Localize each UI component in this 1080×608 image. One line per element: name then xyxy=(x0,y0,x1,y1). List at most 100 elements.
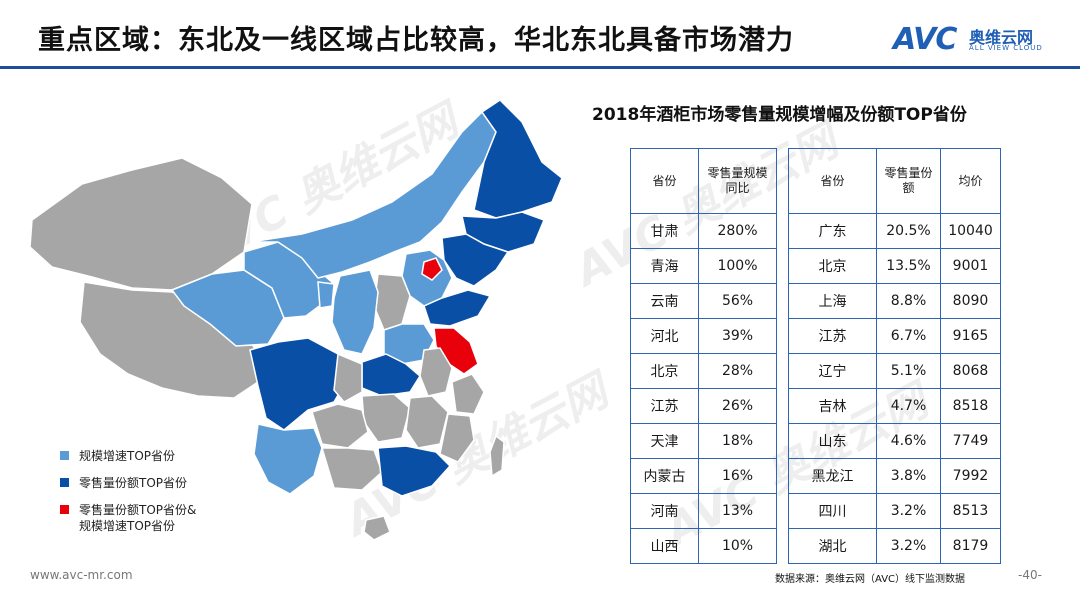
table-row: 江苏 6.7% 9165 xyxy=(788,318,1001,354)
province-cell: 山西 xyxy=(630,528,699,564)
map-region-ningxia xyxy=(317,281,335,309)
table-row: 湖北 3.2% 8179 xyxy=(788,528,1001,564)
table-row: 甘肃 280% xyxy=(630,213,777,249)
column-header-share-line1: 零售量份 xyxy=(884,166,933,180)
table-row: 辽宁 5.1% 8068 xyxy=(788,353,1001,389)
province-cell: 甘肃 xyxy=(630,213,699,249)
table-row: 四川 3.2% 8513 xyxy=(788,493,1001,529)
province-cell: 青海 xyxy=(630,248,699,284)
table-title: 2018年酒柜市场零售量规模增幅及份额TOP省份 xyxy=(592,105,967,125)
table-row: 山西 10% xyxy=(630,528,777,564)
table-row: 吉林 4.7% 8518 xyxy=(788,388,1001,424)
share-cell: 5.1% xyxy=(876,353,941,389)
table-header-row: 省份 零售量规模 同比 xyxy=(630,148,777,214)
province-cell: 黑龙江 xyxy=(788,458,877,494)
column-header-share: 零售量份 额 xyxy=(876,148,941,214)
province-cell: 河南 xyxy=(630,493,699,529)
province-cell: 湖北 xyxy=(788,528,877,564)
share-cell: 13.5% xyxy=(876,248,941,284)
province-cell: 内蒙古 xyxy=(630,458,699,494)
legend-label: 规模增速TOP省份 xyxy=(79,449,176,463)
share-cell: 4.6% xyxy=(876,423,941,459)
province-cell: 天津 xyxy=(630,423,699,459)
table-row: 广东 20.5% 10040 xyxy=(788,213,1001,249)
growth-cell: 10% xyxy=(698,528,777,564)
map-legend: 规模增速TOP省份 零售量份额TOP省份 零售量份额TOP省份& 规模增速TOP… xyxy=(60,448,196,545)
china-map xyxy=(29,99,562,541)
share-cell: 6.7% xyxy=(876,318,941,354)
price-cell: 8179 xyxy=(940,528,1001,564)
footer-website: www.avc-mr.com xyxy=(30,568,133,582)
column-header-growth-line1: 零售量规模 xyxy=(707,166,768,180)
map-region-shanxi xyxy=(373,273,411,331)
title-divider xyxy=(0,66,1080,69)
table-row: 黑龙江 3.8% 7992 xyxy=(788,458,1001,494)
map-region-guangdong xyxy=(377,445,452,497)
table-row: 河南 13% xyxy=(630,493,777,529)
province-cell: 江苏 xyxy=(788,318,877,354)
price-cell: 8068 xyxy=(940,353,1001,389)
logo-english-name: ALL VIEW CLOUD xyxy=(969,44,1043,52)
province-cell: 北京 xyxy=(788,248,877,284)
page-number: -40- xyxy=(1018,568,1042,582)
footer-source: 数据来源：奥维云网（AVC）线下监测数据 xyxy=(775,574,966,585)
province-cell: 江苏 xyxy=(630,388,699,424)
column-header-growth: 零售量规模 同比 xyxy=(698,148,777,214)
logo-chinese-name: 奥维云网 xyxy=(969,28,1034,47)
legend-label-line2: 规模增速TOP省份 xyxy=(79,519,176,533)
map-region-hunan xyxy=(361,393,411,443)
growth-cell: 56% xyxy=(698,283,777,319)
province-cell: 北京 xyxy=(630,353,699,389)
map-region-liaoning xyxy=(441,233,510,287)
column-header-province: 省份 xyxy=(788,148,877,214)
map-region-beijing xyxy=(421,257,443,281)
column-header-share-line2: 额 xyxy=(902,181,915,195)
price-cell: 10040 xyxy=(940,213,1001,249)
table-row: 北京 13.5% 9001 xyxy=(788,248,1001,284)
share-cell: 3.8% xyxy=(876,458,941,494)
growth-cell: 26% xyxy=(698,388,777,424)
map-region-shandong xyxy=(423,289,492,327)
legend-label: 零售量份额TOP省份 xyxy=(79,476,188,490)
map-region-taiwan xyxy=(489,434,505,478)
legend-item-share: 零售量份额TOP省份 xyxy=(60,475,196,491)
map-region-guangxi xyxy=(320,447,383,491)
share-cell: 8.8% xyxy=(876,283,941,319)
share-cell: 4.7% xyxy=(876,388,941,424)
legend-label-line1: 零售量份额TOP省份& xyxy=(79,503,197,517)
map-region-hainan xyxy=(363,515,391,541)
province-cell: 山东 xyxy=(788,423,877,459)
price-cell: 8090 xyxy=(940,283,1001,319)
province-cell: 吉林 xyxy=(788,388,877,424)
province-cell: 广东 xyxy=(788,213,877,249)
logo-mark: AVC xyxy=(893,22,957,57)
price-cell: 7749 xyxy=(940,423,1001,459)
map-region-sichuan xyxy=(249,337,349,431)
column-header-growth-line2: 同比 xyxy=(725,181,750,195)
province-cell: 辽宁 xyxy=(788,353,877,389)
table-row: 江苏 26% xyxy=(630,388,777,424)
column-header-avg-price: 均价 xyxy=(940,148,1001,214)
table-row: 河北 39% xyxy=(630,318,777,354)
table-row: 云南 56% xyxy=(630,283,777,319)
growth-cell: 100% xyxy=(698,248,777,284)
province-cell: 河北 xyxy=(630,318,699,354)
growth-cell: 18% xyxy=(698,423,777,459)
province-cell: 上海 xyxy=(788,283,877,319)
table-row: 青海 100% xyxy=(630,248,777,284)
share-cell: 3.2% xyxy=(876,528,941,564)
growth-cell: 16% xyxy=(698,458,777,494)
table-row: 天津 18% xyxy=(630,423,777,459)
share-top-table: 省份 零售量份 额 均价 广东 20.5% 10040 北京 13.5% 9001 上海… xyxy=(788,148,1001,564)
share-cell: 20.5% xyxy=(876,213,941,249)
legend-item-both: 零售量份额TOP省份& 规模增速TOP省份 xyxy=(60,502,196,534)
map-region-hubei xyxy=(361,353,421,397)
map-region-inner-mongolia xyxy=(249,110,497,279)
column-header-province: 省份 xyxy=(630,148,699,214)
table-row: 北京 28% xyxy=(630,353,777,389)
growth-cell: 280% xyxy=(698,213,777,249)
legend-swatch xyxy=(60,478,69,487)
share-cell: 3.2% xyxy=(876,493,941,529)
map-region-chongqing xyxy=(333,352,363,403)
table-row: 内蒙古 16% xyxy=(630,458,777,494)
